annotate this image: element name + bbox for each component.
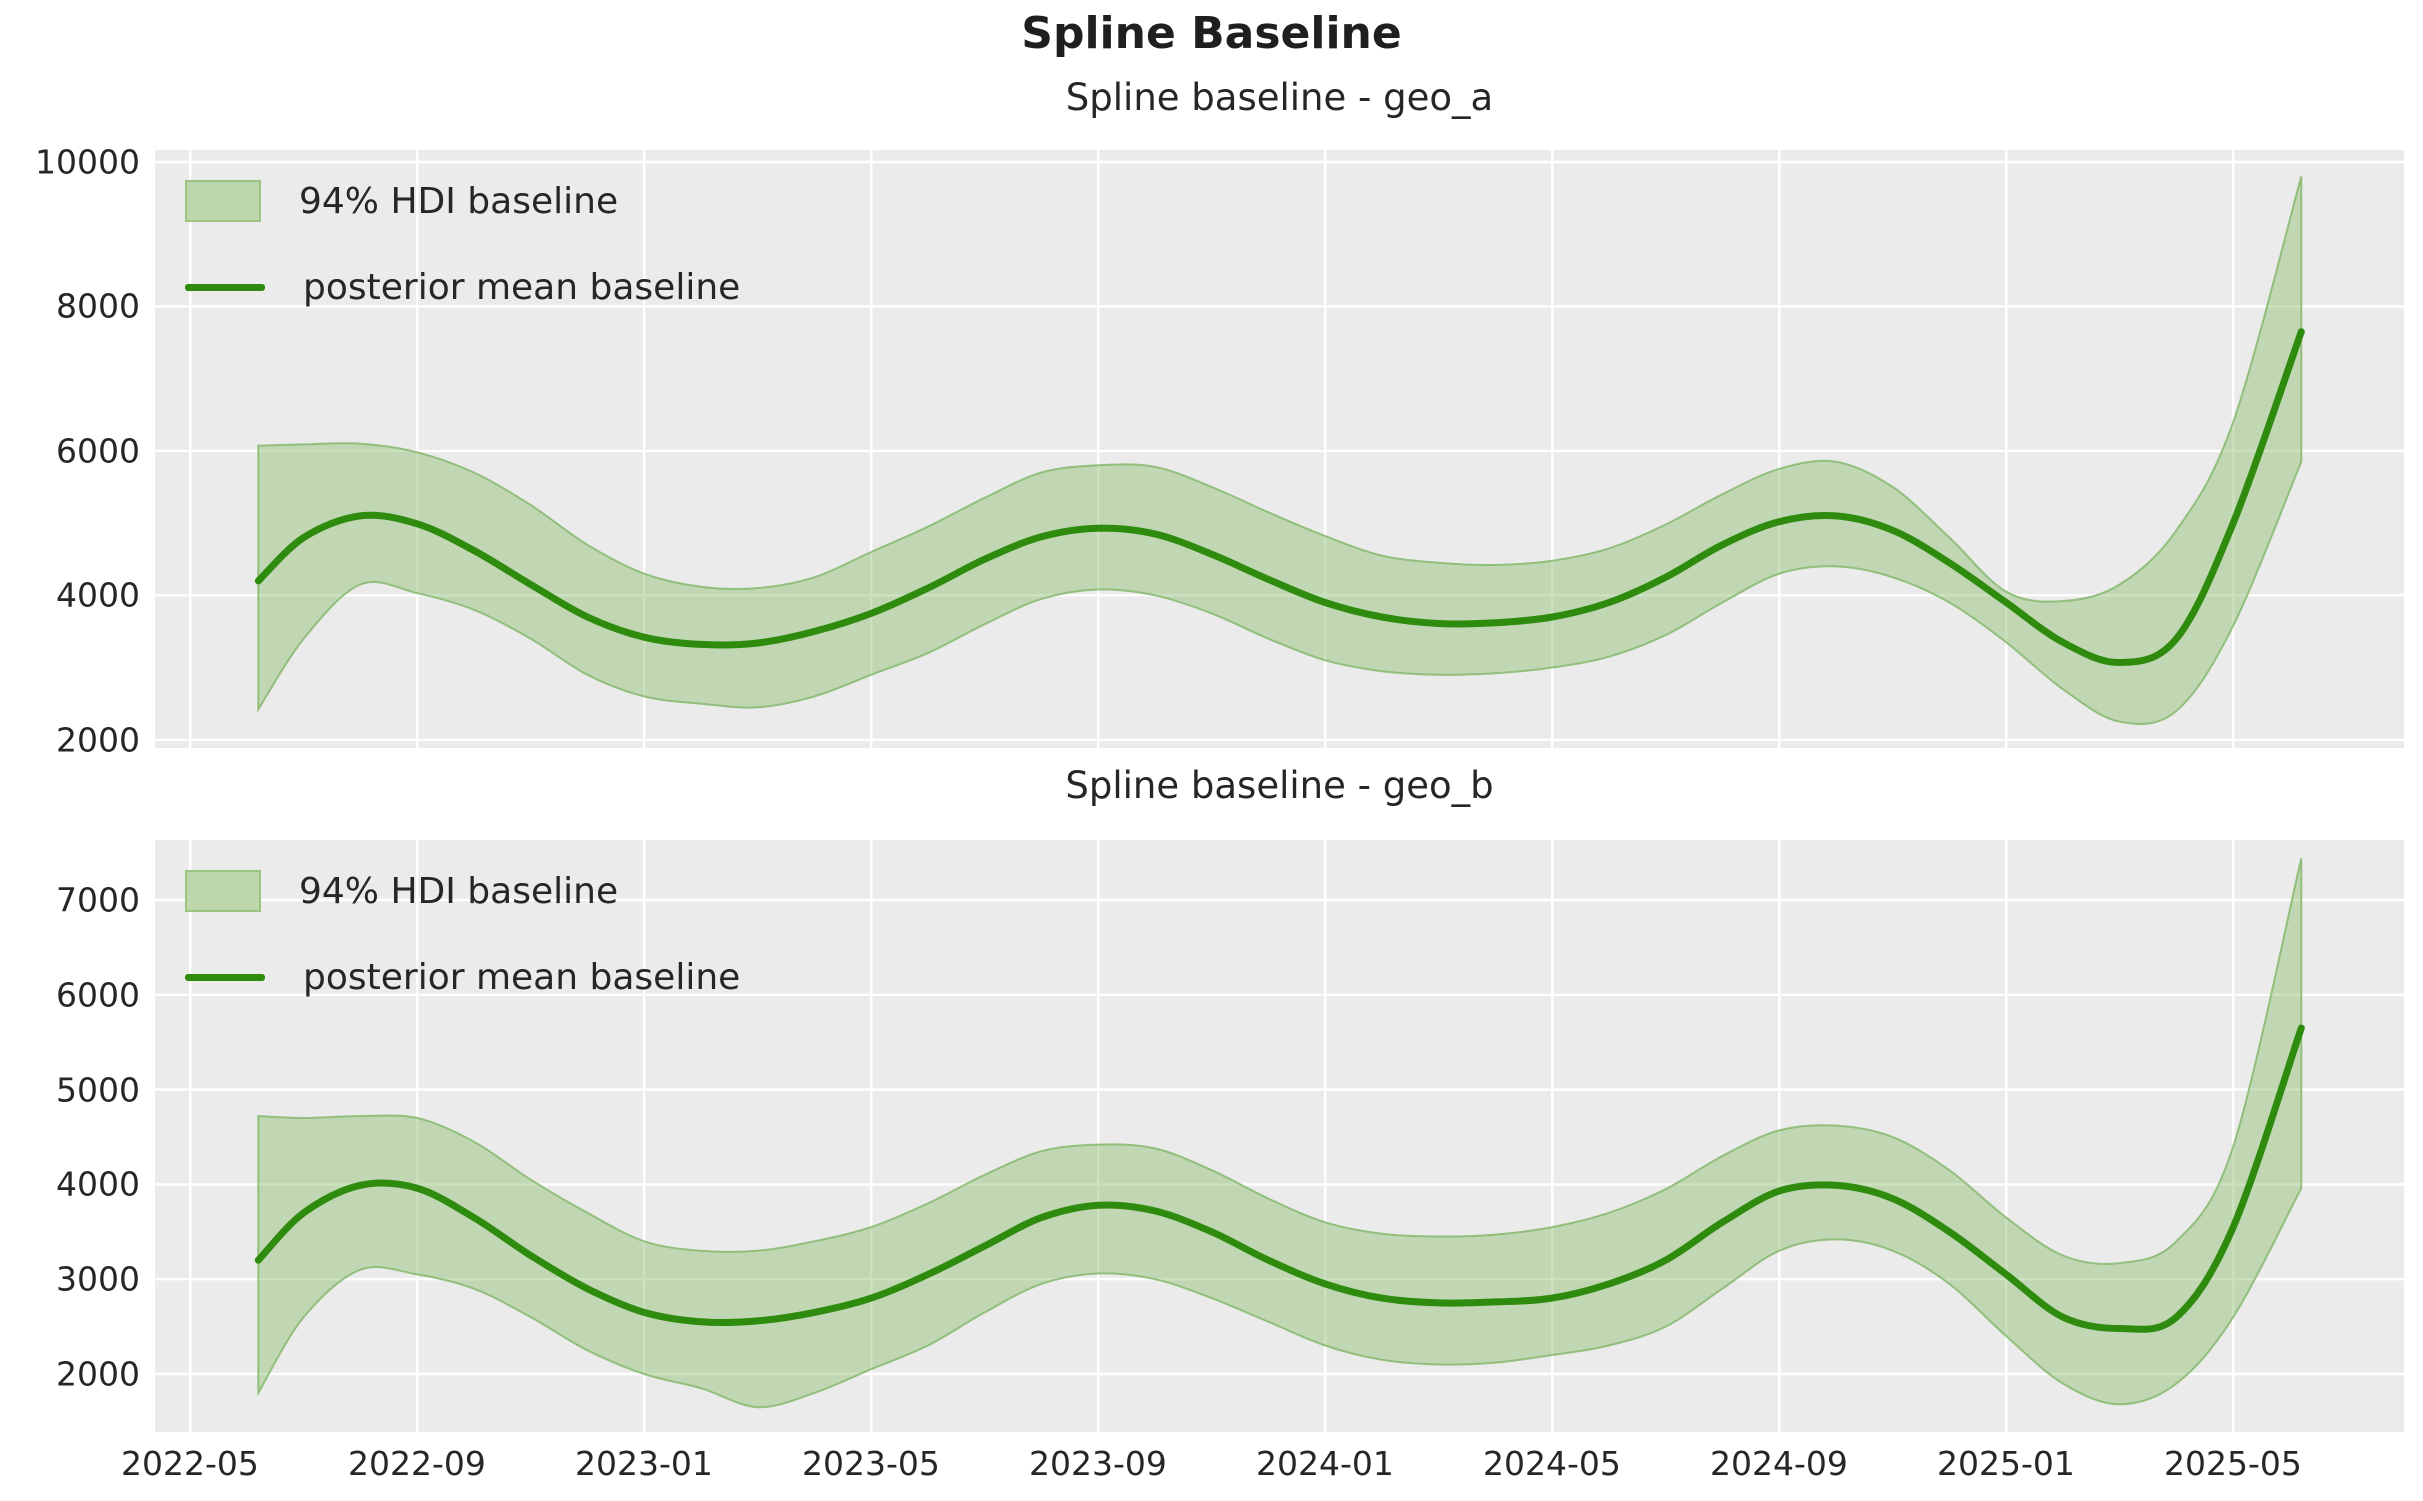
hdi-band-swatch-icon [185,180,261,222]
plot-svg-geo-b [155,840,2404,1432]
x-tick-label: 2025-05 [2164,1444,2302,1483]
legend-geo-b: 94% HDI baseline posterior mean baseline [185,860,740,1008]
x-tick-label: 2024-01 [1256,1444,1394,1483]
y-tick-label: 10000 [35,142,140,182]
legend-geo-a: 94% HDI baseline posterior mean baseline [185,170,740,318]
y-tick-label: 6000 [56,975,140,1015]
y-tick-label: 4000 [56,1164,140,1204]
posterior-mean-line [254,1024,2305,1333]
y-tick-label: 8000 [56,286,140,326]
legend-label-hdi: 94% HDI baseline [299,180,619,222]
plot-area-geo-b: 94% HDI baseline posterior mean baseline [155,840,2404,1432]
y-tick-label: 2000 [56,1354,140,1394]
hdi-band [257,176,2303,726]
y-tick-label: 3000 [56,1259,140,1299]
x-tick-label: 2022-09 [348,1444,486,1483]
subtitle-geo-b: Spline baseline - geo_b [1065,764,1494,807]
plot-svg-geo-a [155,150,2404,748]
x-tick-label: 2023-09 [1029,1444,1167,1483]
mean-line-swatch-icon [185,973,265,981]
x-tick-label: 2024-05 [1483,1444,1621,1483]
x-tick-label: 2022-05 [121,1444,259,1483]
hdi-band-swatch-icon [185,870,261,912]
hdi-band [257,858,2303,1409]
y-tick-label: 4000 [56,575,140,615]
x-tick-label: 2025-01 [1937,1444,2075,1483]
y-tick-label: 7000 [56,880,140,920]
x-tick-label: 2023-01 [575,1444,713,1483]
legend-label-hdi: 94% HDI baseline [299,870,619,912]
legend-entry-hdi: 94% HDI baseline [185,860,740,922]
chart-geo-a: 94% HDI baseline posterior mean baseline… [0,143,2423,760]
x-tick-label: 2024-09 [1710,1444,1848,1483]
x-tick-label: 2023-05 [802,1444,940,1483]
legend-entry-mean: posterior mean baseline [185,256,740,318]
y-tick-label: 6000 [56,431,140,471]
legend-entry-mean: posterior mean baseline [185,946,740,1008]
legend-label-mean: posterior mean baseline [303,266,741,308]
subtitle-geo-a: Spline baseline - geo_a [1065,76,1494,119]
plot-area-geo-a: 94% HDI baseline posterior mean baseline [155,150,2404,748]
legend-label-mean: posterior mean baseline [303,956,741,998]
y-tick-label: 2000 [56,720,140,760]
legend-entry-hdi: 94% HDI baseline [185,170,740,232]
posterior-mean-line [254,328,2305,667]
figure-title: Spline Baseline [1021,8,1402,59]
mean-line-swatch-icon [185,283,265,291]
chart-geo-b: 94% HDI baseline posterior mean baseline… [0,840,2423,1501]
y-tick-label: 5000 [56,1070,140,1110]
